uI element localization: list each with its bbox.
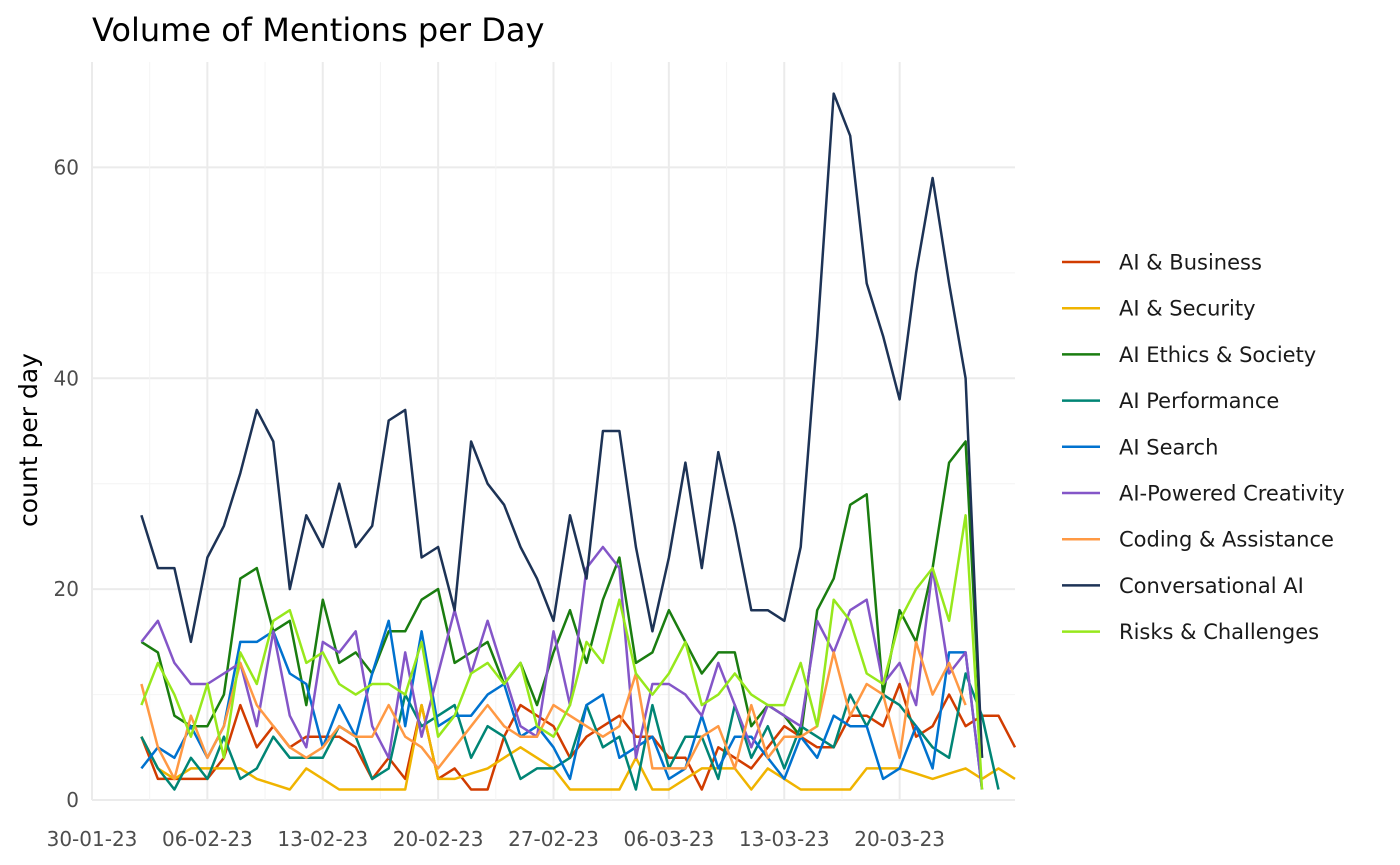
y-axis-ticks: 0 20 40 60	[54, 155, 79, 812]
series-line-4	[140, 619, 984, 790]
x-tick-label: 13-03-23	[739, 827, 830, 851]
series-line-5	[140, 545, 984, 790]
x-tick-label: 20-03-23	[854, 827, 945, 851]
series-line-2	[140, 440, 984, 758]
series-line-8	[140, 514, 984, 790]
x-tick-label: 27-02-23	[508, 827, 599, 851]
legend-label: AI Ethics & Society	[1119, 343, 1316, 367]
y-tick-label: 0	[66, 788, 79, 812]
legend-label: AI Search	[1119, 435, 1218, 459]
chart-series-lines	[140, 92, 1017, 791]
chart-grid	[91, 62, 1015, 801]
legend-label: AI & Security	[1119, 297, 1256, 321]
legend-label: AI & Business	[1119, 251, 1262, 275]
x-tick-label: 06-03-23	[623, 827, 714, 851]
chart-title: Volume of Mentions per Day	[92, 11, 544, 49]
series-line-6	[140, 640, 967, 781]
series-line-1	[140, 703, 1016, 791]
y-tick-label: 40	[54, 366, 79, 390]
legend-label: Risks & Challenges	[1119, 620, 1319, 644]
y-axis-label: count per day	[14, 353, 43, 527]
y-tick-label: 20	[54, 577, 79, 601]
x-axis-ticks: 30-01-23 06-02-23 13-02-23 20-02-23 27-02-23…	[47, 827, 945, 851]
legend-label: Coding & Assistance	[1119, 528, 1334, 552]
x-tick-label: 06-02-23	[162, 827, 253, 851]
y-tick-label: 60	[54, 155, 79, 179]
chart-legend: AI & Business AI & Security AI Ethics & So…	[1062, 251, 1345, 644]
legend-label: AI-Powered Creativity	[1119, 482, 1345, 506]
series-line-7	[140, 92, 984, 758]
x-tick-label: 13-02-23	[277, 827, 368, 851]
x-tick-label: 20-02-23	[393, 827, 484, 851]
legend-label: Conversational AI	[1119, 574, 1304, 598]
x-tick-label: 30-01-23	[47, 827, 138, 851]
legend-label: AI Performance	[1119, 389, 1279, 413]
